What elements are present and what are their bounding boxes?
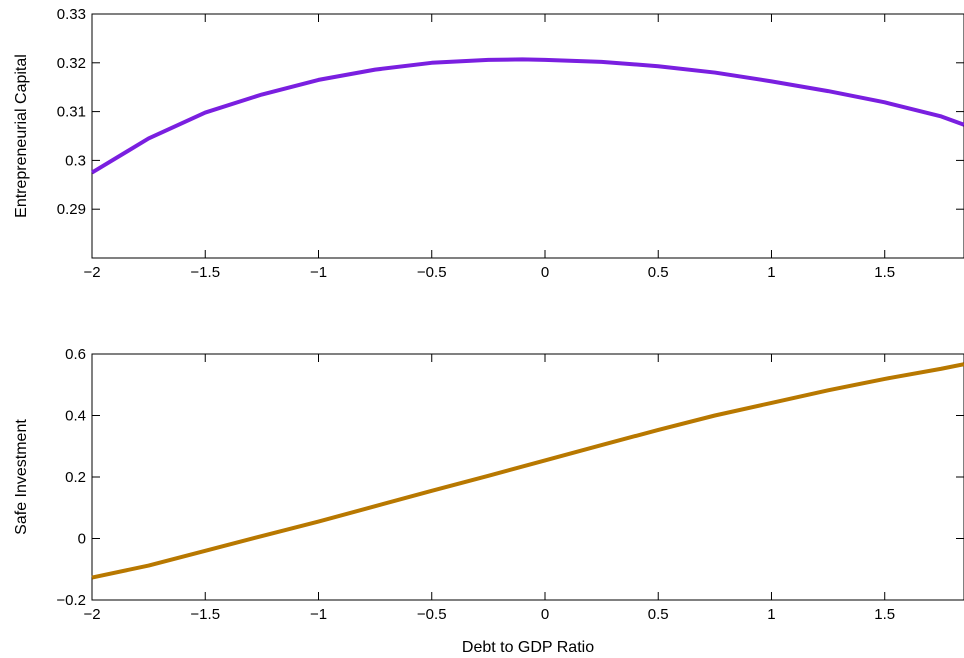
x-tick-label: 0 bbox=[541, 264, 549, 281]
y-axis-label: Entrepreneurial Capital bbox=[13, 54, 30, 218]
x-tick-label: 0.5 bbox=[648, 606, 669, 623]
y-tick-label: 0.2 bbox=[65, 469, 86, 486]
chart-safe-investment: −2 −1.5 −1 −0.5 0 0.5 1 1.5 −0.2 0 0.2 0.4 0.6 Safe … bbox=[13, 346, 964, 656]
tick-labels: −2 −1.5 −1 −0.5 0 0.5 1 1.5 0.29 0.3 0.31 0.32 0.33 bbox=[57, 6, 895, 281]
y-tick-label: 0.33 bbox=[57, 6, 86, 23]
chart-entrepreneurial-capital: −2 −1.5 −1 −0.5 0 0.5 1 1.50.290.30.310.320.33 … bbox=[13, 6, 964, 281]
y-tick-label: 0.32 bbox=[57, 55, 86, 72]
x-tick-label: −1.5 bbox=[190, 606, 220, 623]
plot-area-frame bbox=[91, 13, 964, 259]
x-tick-label: 0 bbox=[541, 606, 549, 623]
y-tick-label: 0.3 bbox=[65, 152, 86, 169]
tick-labels: −2 −1.5 −1 −0.5 0 0.5 1 1.5 −0.2 0 0.2 0.4 0.6 bbox=[56, 346, 895, 623]
x-tick-label: −2 bbox=[83, 264, 100, 281]
y-tick-label: 0.29 bbox=[57, 201, 86, 218]
series-lines bbox=[90, 57, 964, 175]
x-tick-label: −1.5 bbox=[190, 264, 220, 281]
x-tick-label: −0.5 bbox=[417, 606, 447, 623]
x-tick-label: −1 bbox=[310, 606, 327, 623]
y-tick-label: 0.6 bbox=[65, 346, 86, 363]
x-axis-label: Debt to GDP Ratio bbox=[462, 639, 594, 656]
y-tick-label: 0.31 bbox=[57, 104, 86, 121]
x-tick-label: 1 bbox=[767, 264, 775, 281]
y-tick-label: 0 bbox=[78, 531, 86, 548]
y-tick-label: 0.4 bbox=[65, 408, 86, 425]
series-lines bbox=[91, 362, 964, 580]
x-tick-label: −2 bbox=[83, 606, 100, 623]
x-tick-label: 1 bbox=[767, 606, 775, 623]
tick-marks bbox=[91, 13, 964, 258]
y-axis-label: Safe Investment bbox=[13, 419, 30, 535]
series-line bbox=[90, 57, 964, 175]
x-tick-label: 1.5 bbox=[874, 264, 895, 281]
series-line bbox=[91, 362, 964, 580]
x-tick-label: −0.5 bbox=[417, 264, 447, 281]
x-tick-label: −1 bbox=[310, 264, 327, 281]
x-tick-label: 0.5 bbox=[648, 264, 669, 281]
tick-marks bbox=[91, 353, 964, 601]
x-tick-label: 1.5 bbox=[874, 606, 895, 623]
y-tick-label: −0.2 bbox=[56, 592, 86, 609]
